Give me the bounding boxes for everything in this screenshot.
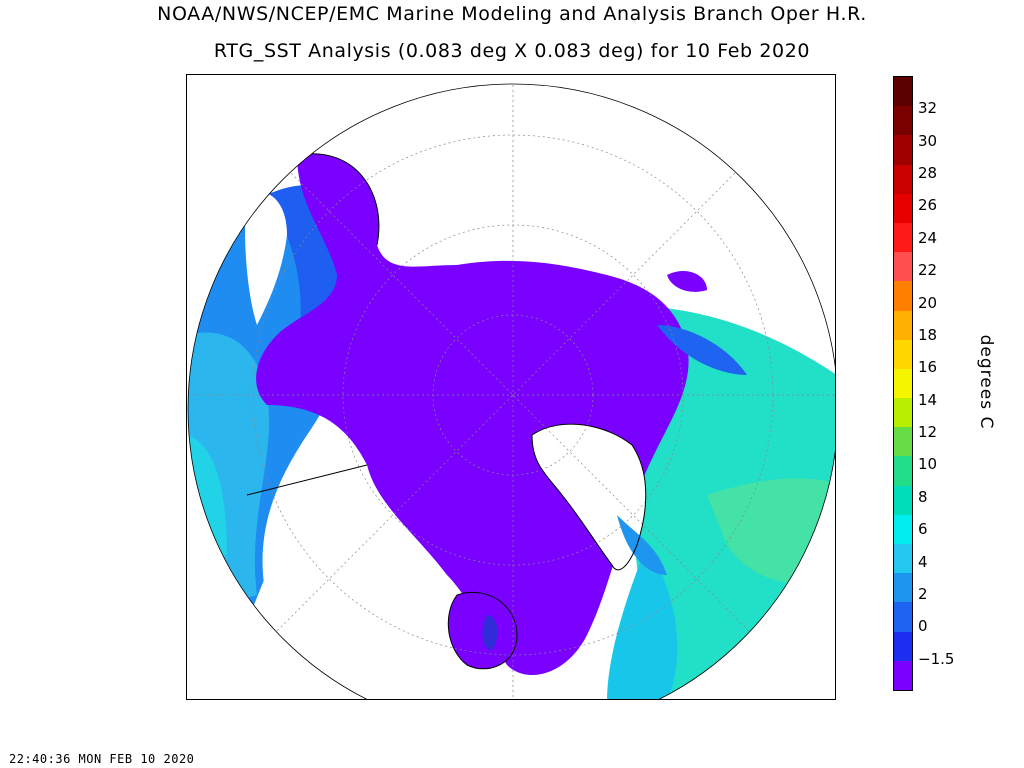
colorbar-unit-label: degrees C bbox=[976, 334, 996, 430]
colorbar-segment bbox=[894, 544, 912, 574]
colorbar-segment bbox=[894, 368, 912, 399]
colorbar-tick-label: 12 bbox=[918, 423, 938, 442]
colorbar-segment bbox=[894, 398, 912, 428]
colorbar-segment bbox=[894, 631, 912, 661]
colorbar-tick-label: 26 bbox=[918, 196, 938, 215]
colorbar-tick-label: 6 bbox=[918, 520, 928, 539]
colorbar-segment bbox=[894, 310, 912, 340]
colorbar-tick-label: 8 bbox=[918, 487, 928, 506]
colorbar-segment bbox=[894, 660, 912, 690]
colorbar-tick-label: 10 bbox=[918, 455, 938, 474]
colorbar-segment bbox=[894, 573, 912, 603]
colorbar-segment bbox=[894, 485, 912, 515]
colorbar-segment bbox=[894, 456, 912, 486]
colorbar-segment bbox=[894, 427, 912, 457]
colorbar-tick-label: 24 bbox=[918, 228, 938, 247]
colorbar-tick-label: −1.5 bbox=[918, 649, 955, 668]
colorbar-tick-label: 18 bbox=[918, 325, 938, 344]
colorbar-segment bbox=[894, 222, 912, 253]
colorbar-tick-label: 2 bbox=[918, 584, 928, 603]
colorbar-segment bbox=[894, 135, 912, 165]
colorbar-tick-label: 14 bbox=[918, 390, 938, 409]
title-line-1: NOAA/NWS/NCEP/EMC Marine Modeling and An… bbox=[157, 3, 867, 25]
colorbar-segment bbox=[894, 77, 912, 107]
colorbar-segment bbox=[894, 602, 912, 632]
polar-map bbox=[187, 83, 835, 699]
greenland bbox=[532, 424, 646, 570]
colorbar-tick-label: 16 bbox=[918, 358, 938, 377]
timestamp: 22:40:36 MON FEB 10 2020 bbox=[9, 752, 195, 766]
colorbar-tick-label: 28 bbox=[918, 164, 938, 183]
title-line-2: RTG_SST Analysis (0.083 deg X 0.083 deg)… bbox=[213, 40, 811, 62]
colorbar-tick-label: 30 bbox=[918, 131, 938, 150]
colorbar-tick-label: 20 bbox=[918, 293, 938, 312]
colorbar-segment bbox=[894, 339, 912, 369]
colorbar-segment bbox=[894, 281, 912, 311]
colorbar-tick-label: 4 bbox=[918, 552, 928, 571]
colorbar-tick-label: 0 bbox=[918, 617, 928, 636]
colorbar-segment bbox=[894, 164, 912, 194]
colorbar-segment bbox=[894, 514, 912, 544]
colorbar-segment bbox=[894, 193, 912, 223]
colorbar-segment bbox=[894, 252, 912, 282]
colorbar bbox=[893, 76, 913, 691]
colorbar-tick-label: 22 bbox=[918, 261, 938, 280]
arctic-ocean bbox=[256, 153, 689, 676]
colorbar-tick-label: 32 bbox=[918, 99, 938, 118]
map-frame bbox=[186, 74, 836, 700]
colorbar-segment bbox=[894, 106, 912, 136]
